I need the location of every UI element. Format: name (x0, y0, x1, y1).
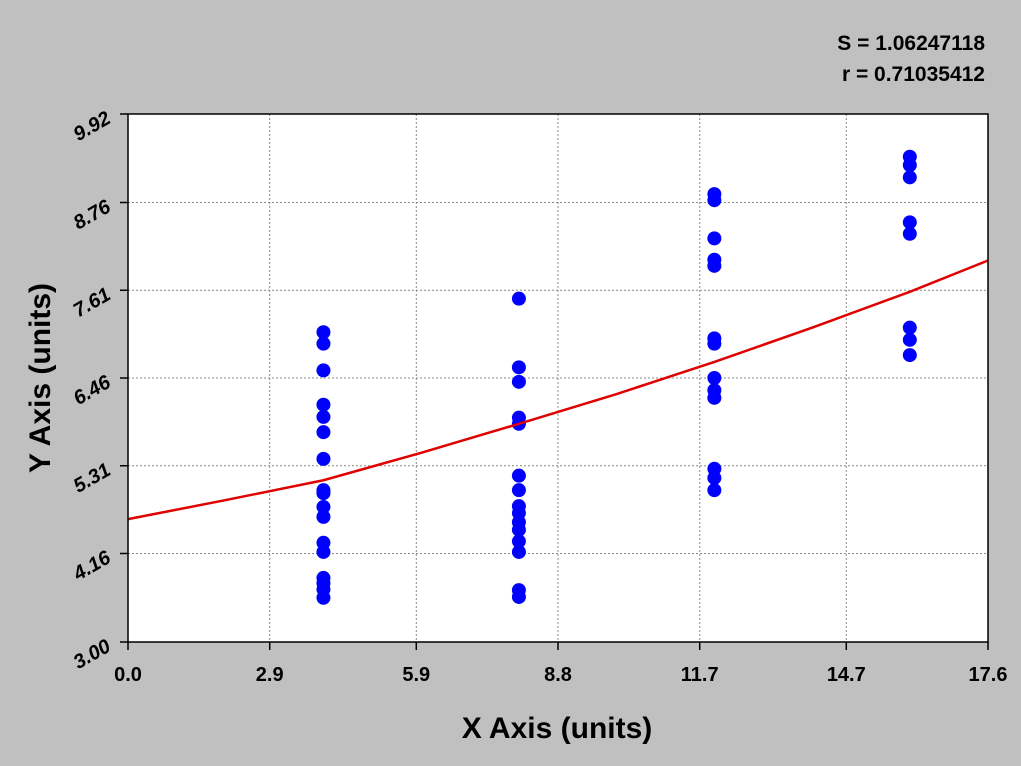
data-point (707, 231, 722, 246)
data-point (902, 320, 917, 335)
data-point (707, 483, 722, 498)
data-point (707, 258, 722, 273)
data-point (511, 544, 526, 559)
data-point (902, 348, 917, 363)
x-tick-label: 17.6 (969, 664, 1008, 686)
y-axis-title: Y Axis (units) (24, 283, 57, 473)
data-point (511, 589, 526, 604)
data-point (511, 483, 526, 498)
data-point (511, 468, 526, 483)
data-point (511, 534, 526, 549)
data-point (707, 470, 722, 485)
data-point (511, 374, 526, 389)
data-point (316, 544, 331, 559)
grid (120, 113, 989, 650)
data-point (902, 332, 917, 347)
data-point (316, 325, 331, 340)
x-tick-label: 5.9 (402, 664, 430, 686)
x-axis-title: X Axis (units) (462, 712, 653, 745)
data-point (511, 360, 526, 375)
data-point (316, 363, 331, 378)
data-point (316, 486, 331, 501)
data-point (707, 336, 722, 351)
marks (127, 149, 989, 605)
data-point (511, 522, 526, 537)
data-point (511, 291, 526, 306)
data-point (316, 336, 331, 351)
fit-line (127, 259, 989, 521)
data-point (316, 451, 331, 466)
data-point (902, 215, 917, 230)
x-tick-label: 0.0 (114, 664, 142, 686)
data-point (316, 409, 331, 424)
data-point (707, 390, 722, 405)
data-point (902, 158, 917, 173)
data-point (316, 425, 331, 440)
x-tick-label: 11.7 (681, 664, 719, 686)
data-point (316, 397, 331, 412)
x-tick-label: 8.8 (544, 664, 572, 686)
plot-border (127, 113, 989, 643)
data-point (902, 226, 917, 241)
annotation: r = 0.71035412 (842, 63, 985, 86)
data-point (902, 170, 917, 185)
x-tick-label: 2.9 (256, 664, 284, 686)
data-point (707, 371, 722, 385)
data-point (316, 499, 331, 514)
data-point (316, 509, 331, 524)
data-point (707, 193, 722, 208)
x-tick-label: 14.7 (827, 664, 866, 686)
data-point (316, 590, 331, 605)
annotation: S = 1.06247118 (837, 32, 985, 55)
